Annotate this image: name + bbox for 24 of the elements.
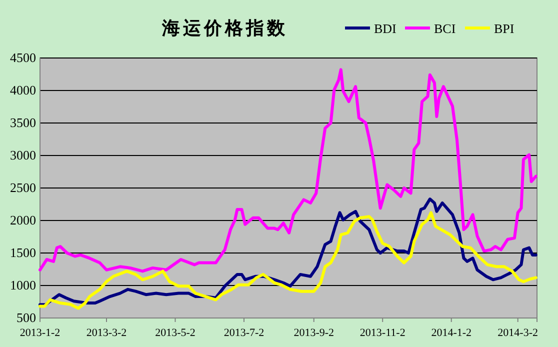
x-tick-label: 2014-3-2 <box>498 326 538 339</box>
line-series <box>38 198 538 306</box>
y-tick-label: 1000 <box>10 278 36 293</box>
y-tick-label: 2500 <box>10 180 36 196</box>
y-tick-label: 1500 <box>10 245 36 260</box>
x-tick-label: 2013-9-2 <box>294 326 334 339</box>
line-series <box>38 211 538 310</box>
y-tick-label: 500 <box>16 310 36 326</box>
legend-label: BPI <box>494 21 514 36</box>
x-tick-label: 2014-1-2 <box>431 326 472 339</box>
y-tick-label: 4500 <box>10 50 36 66</box>
legend-label: BCI <box>434 21 456 36</box>
x-tick-label: 2013-5-2 <box>155 326 196 339</box>
legend-label: BDI <box>374 21 396 36</box>
line-series <box>38 68 538 273</box>
y-tick-label: 2000 <box>10 212 36 228</box>
x-tick-label: 2013-11-2 <box>360 326 406 339</box>
y-tick-label: 3000 <box>10 148 36 163</box>
x-tick-label: 2013-3-2 <box>86 326 127 339</box>
y-tick-label: 3500 <box>10 115 36 130</box>
chart-title: 海运价格指数 <box>161 18 288 38</box>
x-tick-label: 2013-7-2 <box>224 326 264 339</box>
x-tick-label: 2013-1-2 <box>20 326 60 339</box>
y-tick-label: 4000 <box>10 82 36 98</box>
